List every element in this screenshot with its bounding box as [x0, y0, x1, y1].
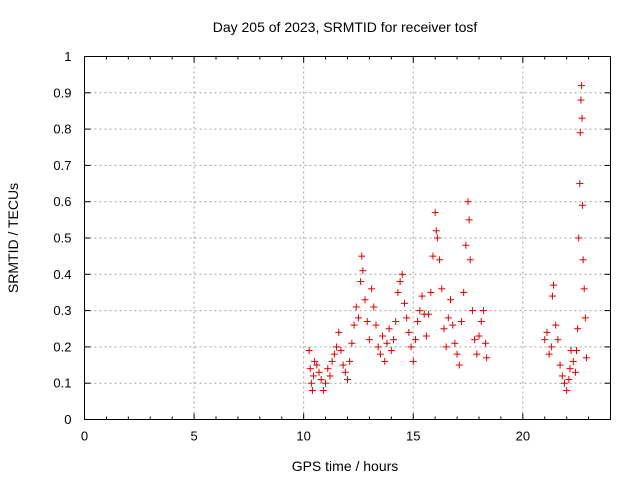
y-tick-label: 0.2: [53, 339, 71, 354]
x-tick-label: 0: [81, 429, 88, 444]
y-tick-label: 0.3: [53, 303, 71, 318]
y-tick-label: 0.5: [53, 231, 71, 246]
chart-background: [0, 0, 640, 480]
chart-title: Day 205 of 2023, SRMTID for receiver tos…: [213, 19, 478, 35]
srmtid-scatter-plot: 0 5 10 15 20 0 0.1 0.2 0.3 0.4 0.5 0.6 0.7 0.8 0.9 1 Da…: [0, 0, 640, 480]
y-tick-label: 0.1: [53, 376, 71, 391]
x-tick-label: 20: [516, 429, 530, 444]
y-tick-label: 0.6: [53, 194, 71, 209]
y-axis-label: SRMTID / TECUs: [5, 183, 21, 293]
y-tick-label: 0.9: [53, 85, 71, 100]
x-tick-label: 10: [296, 429, 310, 444]
x-axis-label: GPS time / hours: [292, 458, 399, 474]
y-tick-label: 0.4: [53, 267, 71, 282]
chart-container: 0 5 10 15 20 0 0.1 0.2 0.3 0.4 0.5 0.6 0.7 0.8 0.9 1 Da…: [0, 0, 640, 480]
y-tick-label: 1: [64, 49, 71, 64]
y-tick-label: 0.8: [53, 122, 71, 137]
x-tick-label: 5: [190, 429, 197, 444]
x-tick-label: 15: [406, 429, 420, 444]
y-tick-label: 0.7: [53, 158, 71, 173]
y-tick-label: 0: [64, 412, 71, 427]
